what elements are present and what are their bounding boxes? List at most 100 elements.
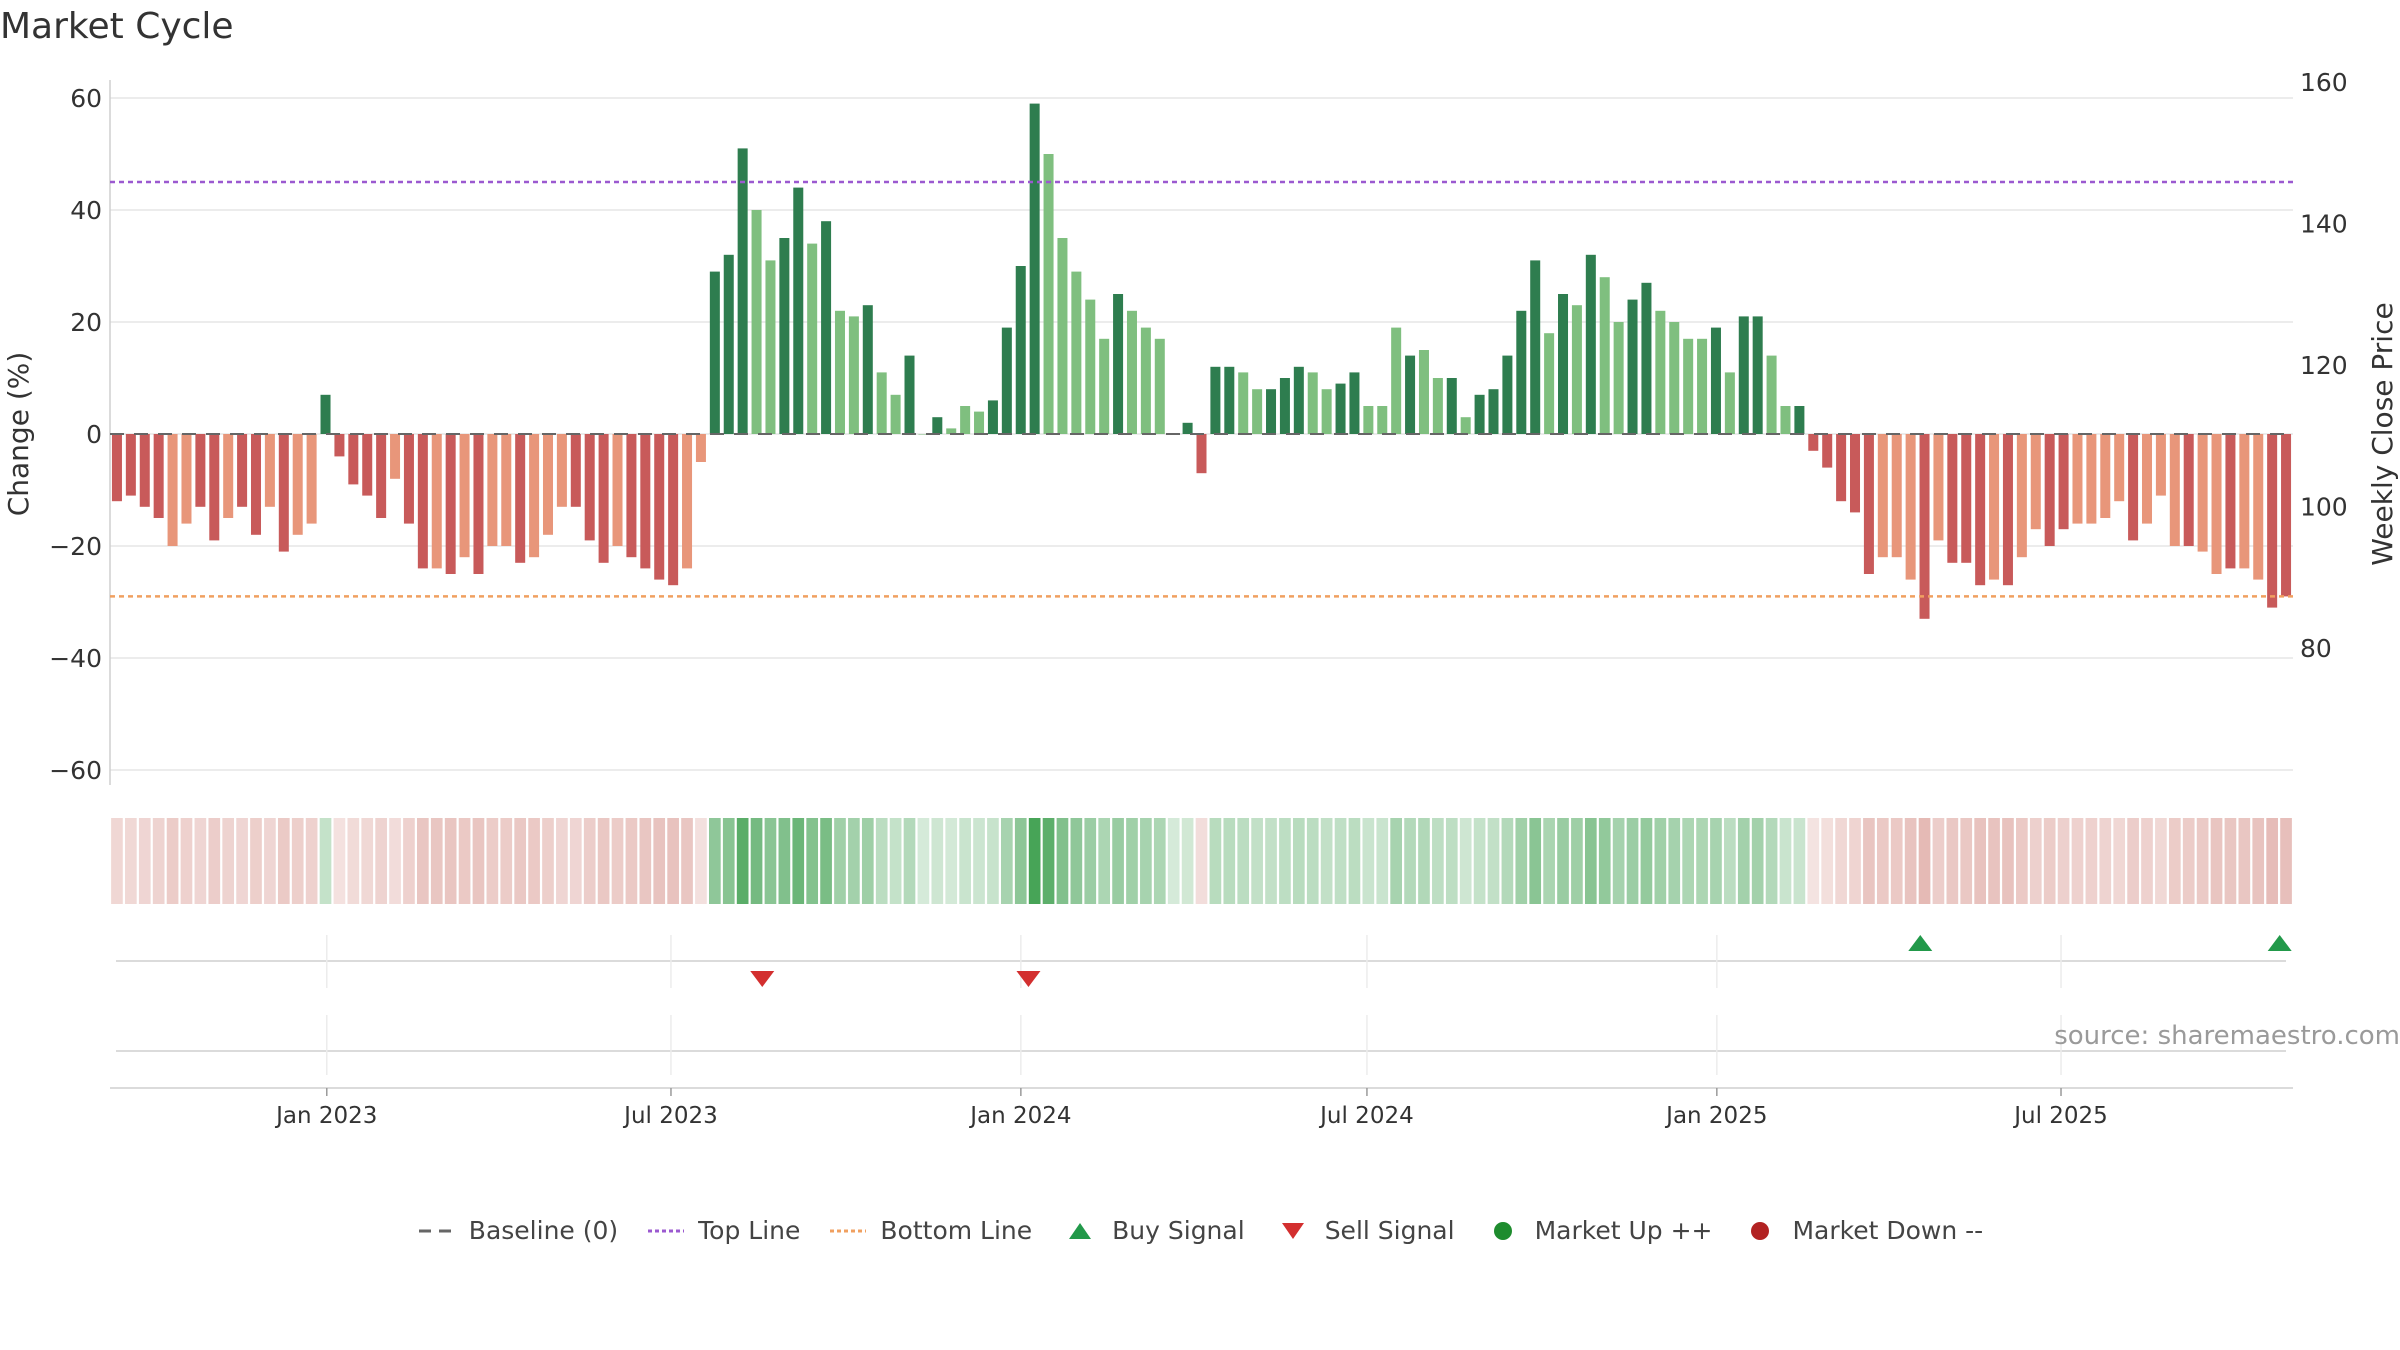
heat-cell [2002,818,2014,904]
bar [403,434,414,524]
bar [2044,434,2055,546]
bar [1113,294,1124,434]
heat-cell [1070,818,1083,904]
heat-cell [1501,818,1514,904]
bar [1738,316,1749,434]
heat-cell [361,818,374,904]
heat-cell [1557,818,1569,904]
heat-cell [1445,818,1458,904]
heat-cell [347,818,360,904]
heat-cell [1056,818,1069,904]
heat-cell [973,818,985,904]
heat-cell [1209,818,1222,904]
heat-cell [889,818,902,904]
heat-cell [1376,818,1389,904]
bar [376,434,387,518]
heat-cell [1195,818,1208,904]
heat-cell [1863,818,1875,904]
bar [2016,434,2027,558]
heat-cell [875,818,888,904]
bar [1432,378,1443,434]
y-axis-label-left: Change (%) [2,352,35,517]
heat-cell [764,818,777,904]
heat-cell [1112,818,1124,904]
sell-signal-marker [1016,971,1041,987]
bar [2169,434,2180,546]
heat-cell [569,818,582,904]
heat-cell [611,818,624,904]
y-tick-label-right: 160 [2300,68,2348,97]
heat-cell [1390,818,1403,904]
heat-cell [1751,818,1764,904]
heat-cell [1000,818,1013,904]
heat-cell [236,818,248,904]
y-tick-label-left: −20 [49,532,102,561]
heat-cell [1167,818,1180,904]
heat-cell [2029,818,2042,904]
heat-cell [1529,818,1542,904]
bar [1877,434,1888,558]
heat-cell [2057,818,2070,904]
bar [473,434,484,574]
bar [1474,394,1485,434]
bar [932,417,943,434]
bar [2239,434,2250,569]
heat-cell [653,818,666,904]
bar [1794,406,1805,434]
heat-cell [1696,818,1708,904]
bar [1961,434,1972,563]
heat-cell [903,818,916,904]
heat-cell [597,818,610,904]
heat-cell [1932,818,1945,904]
bar [2058,434,2069,530]
bar [501,434,512,546]
bar [1210,366,1221,434]
heat-cell [111,818,123,904]
legend-label: Top Line [698,1216,801,1245]
heat-cell [1793,818,1806,904]
buy-signal-marker [1908,935,1933,951]
buy-signal-marker [2267,935,2292,951]
x-tick-label: Jul 2023 [622,1103,718,1129]
bar [570,434,581,507]
heat-cell [750,818,763,904]
heat-cell [1223,818,1236,904]
heat-cell [1904,818,1917,904]
heat-cell [917,818,930,904]
heat-cell [472,818,485,904]
heat-cell [430,818,443,904]
bar [862,305,873,434]
bar [1641,282,1652,434]
x-tick-label: Jan 2024 [968,1103,1071,1129]
legend-item: Top Line [646,1216,800,1245]
bar [1001,327,1012,434]
heat-cell [2071,818,2084,904]
legend-item: Baseline (0) [417,1216,618,1245]
bar [612,434,623,546]
x-tick-label: Jan 2025 [1664,1103,1767,1129]
bar [1071,271,1082,434]
legend-label: Market Down -- [1792,1216,1984,1245]
bar [598,434,609,563]
heat-cell [2155,818,2167,904]
bar [1057,238,1068,434]
bar [417,434,428,569]
heat-cell [1668,818,1681,904]
heat-cell [1334,818,1347,904]
bar [1989,434,2000,580]
heat-cell [959,818,971,904]
y-tick-label-left: −60 [49,756,102,785]
heat-cell [333,818,346,904]
bar [542,434,553,535]
bar [1377,406,1388,434]
heat-cell [681,818,693,904]
x-tick-label: Jan 2023 [274,1103,377,1129]
heat-cell [1571,818,1583,904]
legend-label: Baseline (0) [468,1216,619,1245]
heat-cell [1737,818,1750,904]
heat-cell [250,818,262,904]
bar [2100,434,2111,518]
heat-cell [861,818,874,904]
heat-cell [500,818,513,904]
